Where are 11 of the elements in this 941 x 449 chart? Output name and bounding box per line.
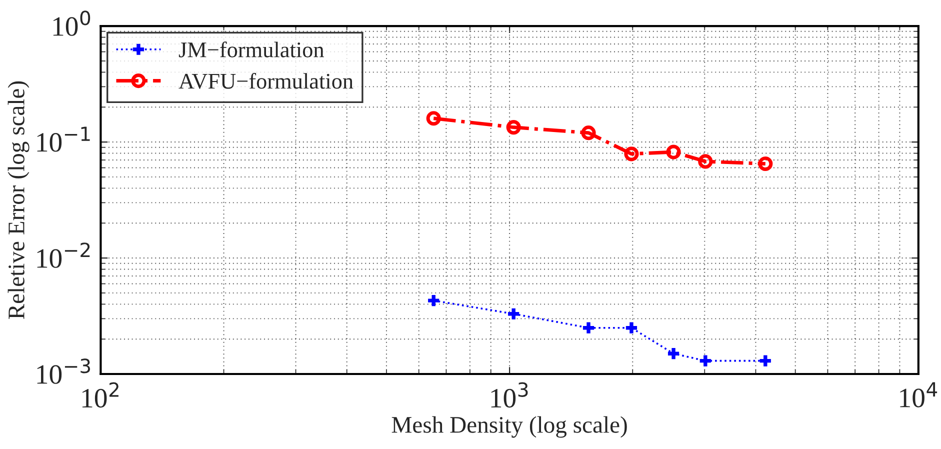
legend-label: AVFU−formulation <box>178 72 354 89</box>
x-tick-label: 10$^{4}$ <box>900 382 938 408</box>
legend-label: JM−formulation <box>178 42 324 58</box>
y-tick-label: 10$^{0}$ <box>53 10 90 36</box>
x-axis-title: Mesh Density (log scale) <box>392 416 627 438</box>
y-tick-label: 10$^{−1}$ <box>37 126 90 152</box>
x-tick-label: 10$^{3}$ <box>491 382 528 408</box>
y-axis-title: Reletive Error (log scale) <box>8 81 30 319</box>
y-tick-label: 10$^{−2}$ <box>37 242 90 268</box>
y-tick-label: 10$^{−3}$ <box>37 358 90 384</box>
x-tick-label: 10$^{2}$ <box>82 382 118 408</box>
